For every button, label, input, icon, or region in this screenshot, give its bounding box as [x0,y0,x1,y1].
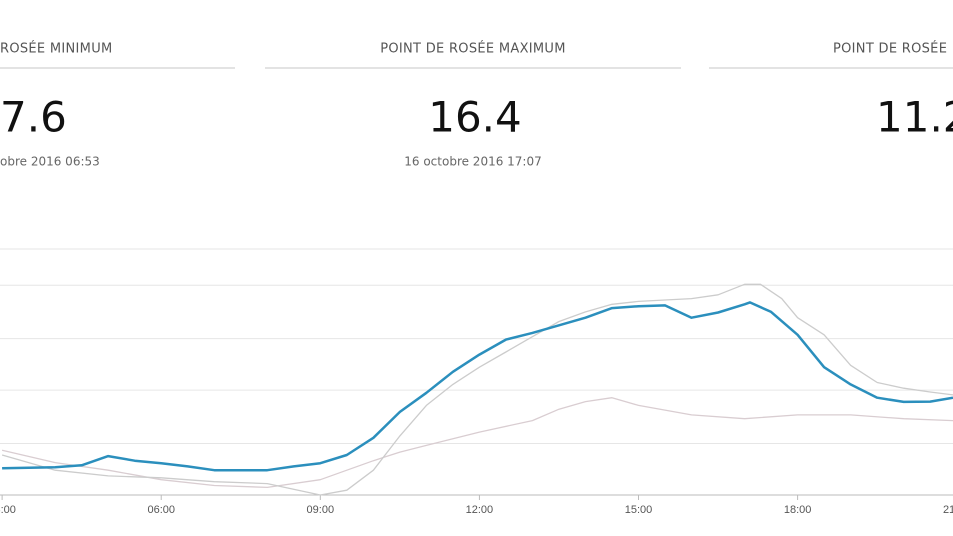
stat-value: 11.2 [876,93,953,142]
x-tick-label: 18:00 [784,504,812,516]
stat-date: 16 octobre 2016 17:07 [404,155,542,169]
x-tick-label: 03:00 [0,504,16,516]
x-tick-label: 09:00 [307,504,335,516]
stat-date: obre 2016 06:53 [0,155,100,169]
x-tick-label: 15:00 [625,504,653,516]
stat-value: 16.4 [428,93,522,142]
series-line [1,283,953,496]
stat-label: ROSÉE MINIMUM [0,41,113,57]
stat-label: POINT DE ROSÉE MAXIMUM [380,41,566,57]
stat-label: POINT DE ROSÉE [833,41,947,57]
stat-value: 7.6 [0,93,67,142]
x-tick-label: 21:00 [943,504,953,516]
series-line [1,397,953,489]
chart: 03:00 06:00 09:00 12:00 15:00 18:00 21:00 [0,248,953,516]
x-tick-label: 12:00 [466,504,494,516]
series-line [2,301,953,472]
x-tick-label: 06:00 [147,504,175,516]
